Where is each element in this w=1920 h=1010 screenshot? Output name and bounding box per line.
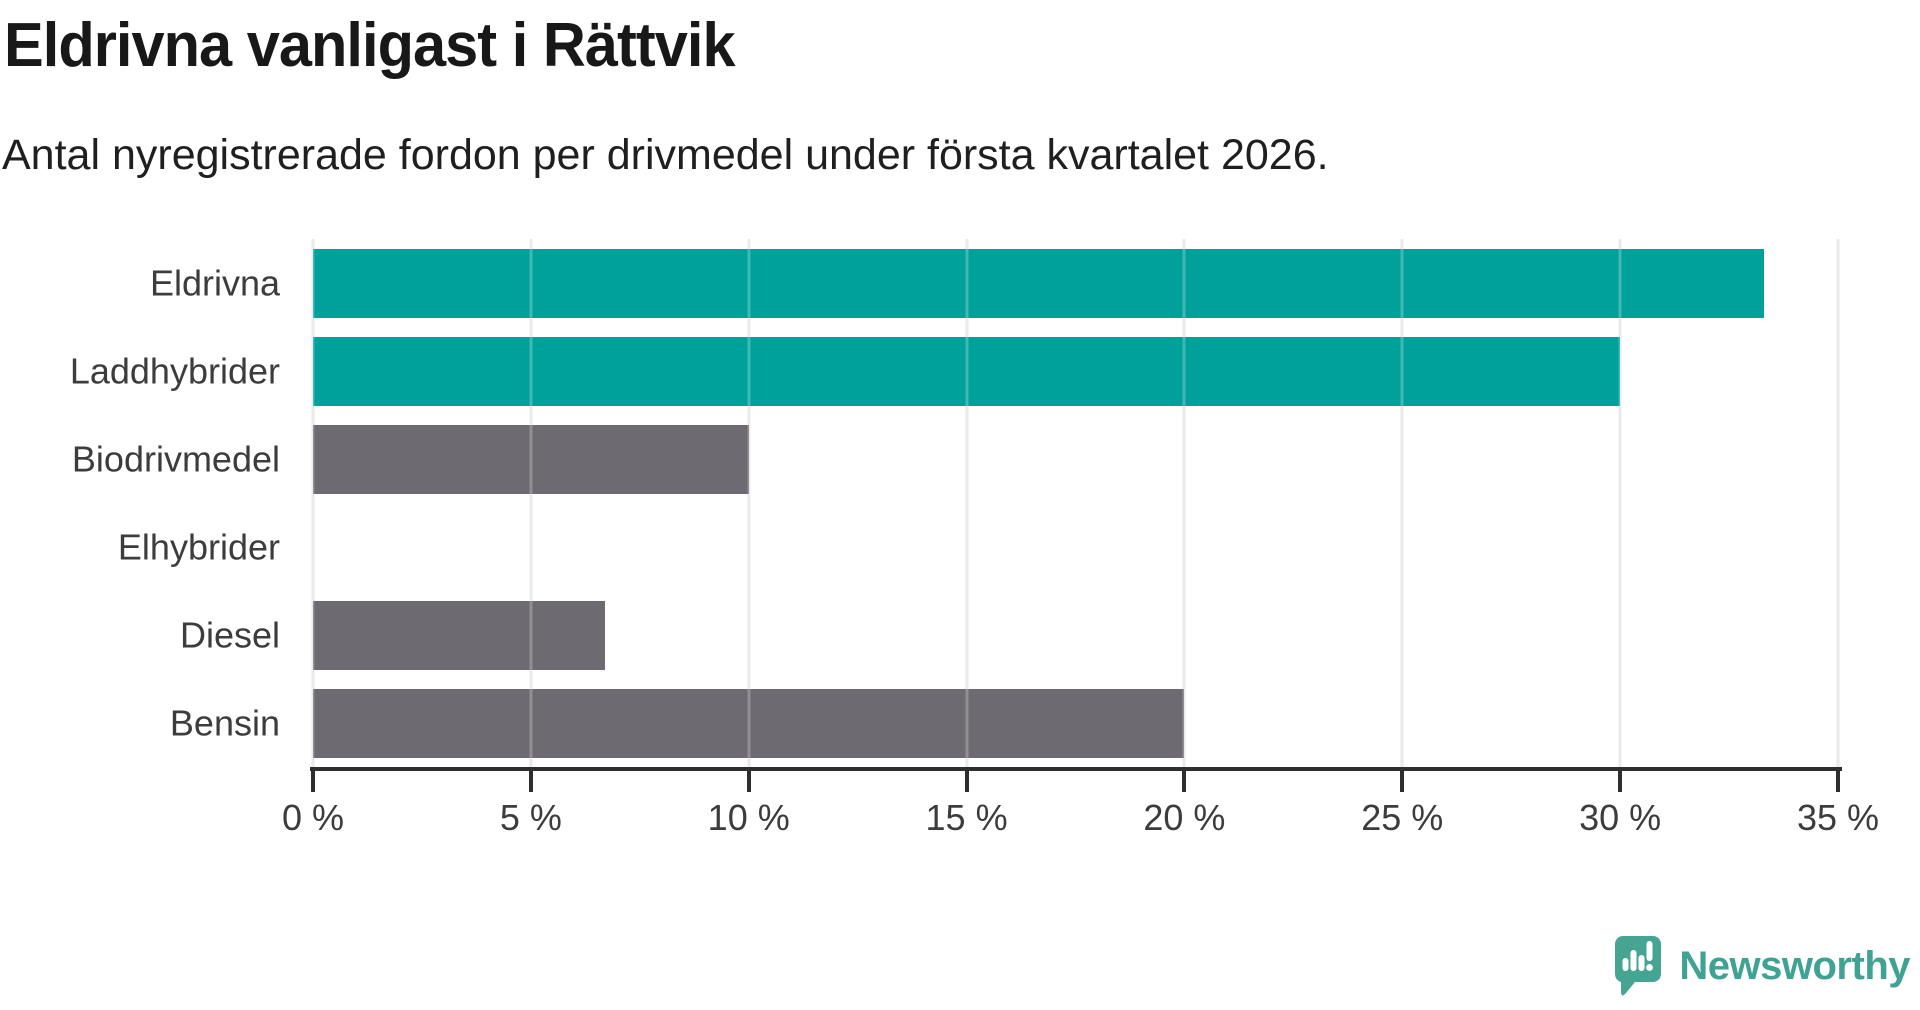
newsworthy-logo: Newsworthy (1613, 934, 1910, 998)
x-axis-tick (746, 771, 751, 792)
bar-biodrivmedel (313, 424, 749, 494)
x-axis-tick (528, 771, 533, 792)
category-label-biodrivmedel: Biodrivmedel (71, 438, 280, 480)
x-axis-tick (1836, 771, 1840, 792)
gridline-overlay (311, 239, 315, 767)
speech-bubble-shape (1615, 936, 1662, 996)
x-axis-tick-label: 25 % (1361, 797, 1444, 838)
gridline (311, 239, 315, 767)
gridline (965, 239, 969, 767)
gridline (529, 239, 533, 767)
category-label-elhybrider: Elhybrider (117, 526, 280, 568)
x-axis-tick-label: 0 % (281, 797, 345, 838)
category-label-bensin: Bensin (169, 702, 280, 744)
x-axis-tick-label: 30 % (1579, 797, 1662, 838)
x-axis-tick-label: 35 % (1796, 797, 1880, 838)
x-axis-tick-label: 15 % (925, 797, 1008, 838)
exclamation-bar-glyph (1646, 941, 1653, 961)
gridline (1836, 239, 1840, 767)
chart-subtitle: Antal nyregistrerade fordon per drivmede… (2, 131, 1329, 179)
gridline (1182, 239, 1186, 767)
bar-eldrivna (313, 248, 1764, 318)
bar-bensin (313, 688, 1185, 758)
x-axis-tick (1182, 771, 1187, 792)
chart-title: Eldrivna vanligast i Rättvik (4, 11, 736, 80)
newsworthy-wordmark: Newsworthy (1679, 943, 1910, 988)
x-axis-tick (1618, 771, 1623, 792)
gridline (1618, 239, 1622, 767)
x-axis-tick (964, 771, 969, 792)
gridline-overlay (1400, 239, 1404, 767)
bar-glyph-tall (1630, 950, 1637, 971)
exclamation-dot-glyph (1646, 964, 1654, 971)
gridline-overlay (529, 239, 533, 767)
bar-glyph-medium (1638, 955, 1645, 971)
category-label-laddhybrider: Laddhybrider (69, 350, 280, 392)
gridline (747, 239, 751, 767)
bar-diesel (313, 600, 605, 670)
x-axis-line (310, 767, 1842, 771)
category-label-eldrivna: Eldrivna (149, 262, 280, 304)
gridline-overlay (747, 239, 751, 767)
x-axis-tick-label: 10 % (707, 797, 790, 838)
x-axis-tick-label: 20 % (1143, 797, 1226, 838)
gridline (1400, 239, 1404, 767)
gridline-overlay (1836, 239, 1840, 767)
bar-laddhybrider (313, 336, 1621, 406)
gridline-overlay (1618, 239, 1622, 767)
x-axis-tick-label: 5 % (499, 797, 562, 838)
gridline-overlay (1182, 239, 1186, 767)
x-axis-tick (311, 771, 315, 792)
x-axis-tick (1400, 771, 1405, 792)
bar-glyph-short (1622, 958, 1629, 971)
category-label-diesel: Diesel (179, 614, 280, 656)
gridline-overlay (965, 239, 969, 767)
newsworthy-bubble-icon (1615, 936, 1662, 996)
